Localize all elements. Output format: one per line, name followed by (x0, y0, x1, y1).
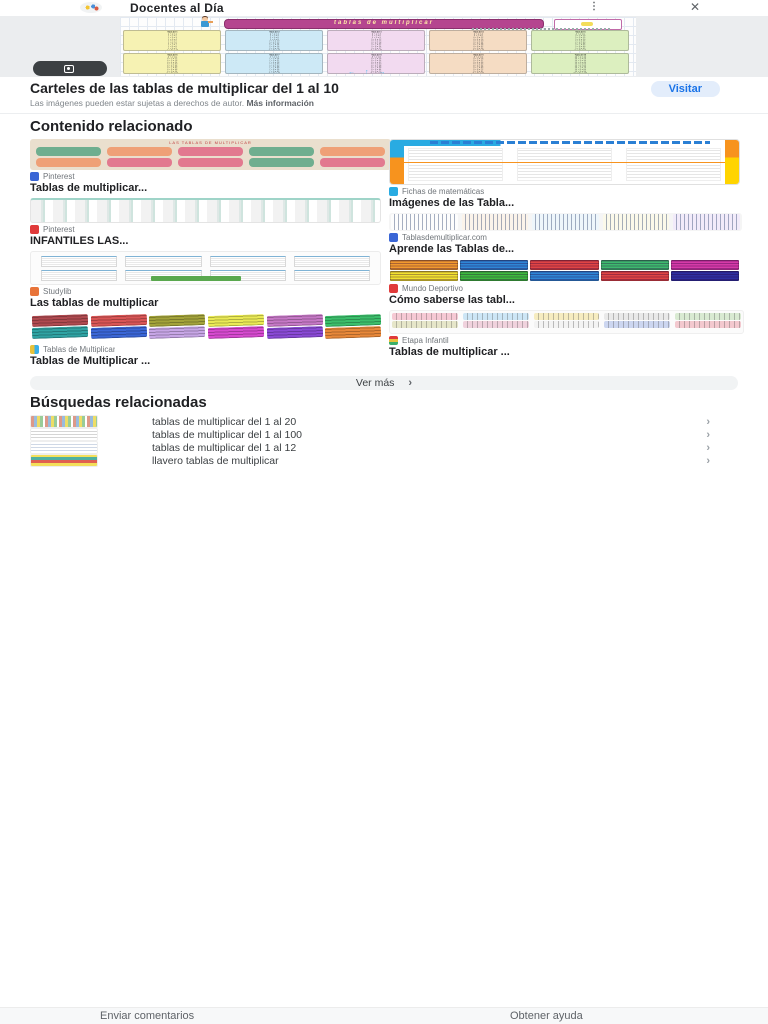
more-options-icon[interactable]: ⋮ (589, 1, 599, 12)
card-title: Aprende las Tablas de... (389, 243, 515, 255)
source-favicon-icon (30, 225, 39, 234)
related-card-image (30, 313, 383, 343)
related-content-section: Contenido relacionado LAS TABLAS DE MULT… (0, 118, 768, 390)
card-title: Imágenes de las Tabla... (389, 197, 515, 209)
related-card-image (30, 251, 381, 285)
related-card[interactable]: Mundo Deportivo Cómo saberse las tabl... (389, 259, 740, 306)
related-column-left: LAS TABLAS DE MULTIPLICAR Pinterest (30, 139, 391, 371)
close-icon[interactable]: ✕ (690, 0, 701, 14)
chevron-right-icon: › (706, 428, 710, 441)
card-title: INFANTILES LAS... (30, 235, 129, 247)
card-source: Etapa Infantil (402, 336, 449, 345)
related-card-image (30, 198, 381, 223)
lens-icon (64, 65, 74, 73)
search-label: tablas de multiplicar del 1 al 20 (152, 415, 297, 428)
card-title: Tablas de multiplicar ... (389, 346, 510, 358)
search-thumbnail (30, 415, 98, 428)
send-feedback-link[interactable]: Enviar comentarios (100, 1010, 195, 1022)
search-inside-image-button[interactable] (33, 61, 107, 76)
card-source: Mundo Deportivo (402, 284, 463, 293)
card-title: Cómo saberse las tabl... (389, 294, 515, 306)
related-column-right: Fichas de matemáticas Imágenes de las Ta… (389, 139, 744, 371)
chevron-right-icon: › (408, 377, 413, 389)
related-search-row[interactable]: tablas de multiplicar del 1 al 12 › (30, 441, 738, 454)
table-panel-10: Tabla del 10 10 × 1 = 10 10 × 2 = 20 10 ×… (531, 53, 629, 74)
source-favicon-icon (389, 284, 398, 293)
related-card-image (389, 310, 744, 334)
related-card[interactable]: Tablasdemultiplicar.com Aprende las Tabl… (389, 213, 742, 255)
see-more-label: Ver más (355, 377, 395, 389)
card-source: Studylib (43, 287, 72, 296)
related-card[interactable]: Studylib Las tablas de multiplicar (30, 251, 381, 309)
related-heading: Contenido relacionado (30, 118, 193, 135)
related-card-image (389, 259, 740, 282)
card-title: Las tablas de multiplicar (30, 297, 159, 309)
related-card[interactable]: Etapa Infantil Tablas de multiplicar ... (389, 310, 744, 358)
source-favicon-icon (389, 187, 398, 196)
related-search-row[interactable]: tablas de multiplicar del 1 al 100 › (30, 428, 738, 441)
result-header: Carteles de las tablas de multiplicar de… (0, 77, 768, 114)
search-label: llavero tablas de multiplicar (152, 454, 279, 467)
get-help-link[interactable]: Obtener ayuda (510, 1010, 583, 1022)
search-label: tablas de multiplicar del 1 al 100 (152, 428, 303, 441)
related-card[interactable]: LAS TABLAS DE MULTIPLICAR Pinterest (30, 139, 391, 194)
source-favicon-icon (30, 345, 39, 354)
footer-bar: Enviar comentarios Obtener ayuda (0, 1007, 768, 1024)
related-search-row[interactable]: llavero tablas de multiplicar › (30, 454, 738, 467)
related-card[interactable]: Fichas de matemáticas Imágenes de las Ta… (389, 139, 740, 209)
card-source: Pinterest (43, 172, 75, 181)
viewer-header: Docentes al Día ⋮ ✕ (0, 0, 768, 16)
card-source: Pinterest (43, 225, 75, 234)
search-label: tablas de multiplicar del 1 al 12 (152, 441, 297, 454)
site-favicon-icon (80, 2, 102, 13)
related-card-image (389, 139, 740, 185)
poster-banner-title: tablas de multiplicar (224, 19, 544, 29)
chevron-right-icon: › (706, 441, 710, 454)
card-source: Fichas de matemáticas (402, 187, 485, 196)
more-info-link[interactable]: Más información (246, 98, 314, 108)
site-title[interactable]: Docentes al Día (130, 1, 224, 15)
related-search-row[interactable]: tablas de multiplicar del 1 al 20 › (30, 415, 738, 428)
related-card[interactable]: Pinterest INFANTILES LAS... (30, 198, 381, 247)
related-card[interactable]: Tablas de Multiplicar Tablas de Multipli… (30, 313, 383, 367)
copyright-disclaimer: Las imágenes pueden estar sujetas a dere… (30, 98, 730, 108)
related-card-image: LAS TABLAS DE MULTIPLICAR (30, 139, 391, 170)
related-searches-section: Búsquedas relacionadas tablas de multipl… (0, 394, 768, 467)
chevron-right-icon: › (706, 415, 710, 428)
related-card-image (389, 213, 742, 231)
poster-subtext (472, 28, 612, 30)
image-title: Carteles de las tablas de multiplicar de… (30, 80, 339, 96)
source-favicon-icon (389, 336, 398, 345)
search-thumbnail (30, 428, 98, 441)
search-thumbnail (30, 454, 98, 467)
see-more-button[interactable]: Ver más › (30, 376, 738, 390)
card-source: Tablas de Multiplicar (43, 345, 116, 354)
chevron-right-icon: › (706, 454, 710, 467)
card-title: Tablas de Multiplicar ... (30, 355, 151, 367)
search-thumbnail (30, 441, 98, 454)
visit-button[interactable]: Visitar (650, 81, 720, 97)
card-title: Tablas de multiplicar... (30, 182, 148, 194)
searches-heading: Búsquedas relacionadas (30, 394, 207, 411)
card-source: Tablasdemultiplicar.com (402, 233, 487, 242)
source-favicon-icon (30, 287, 39, 296)
source-favicon-icon (30, 172, 39, 181)
resize-arrows-icon: ← ↑ → (348, 69, 390, 76)
cartoon-character (200, 17, 213, 28)
disclaimer-text: Las imágenes pueden estar sujetas a dere… (30, 98, 245, 108)
source-favicon-icon (389, 233, 398, 242)
